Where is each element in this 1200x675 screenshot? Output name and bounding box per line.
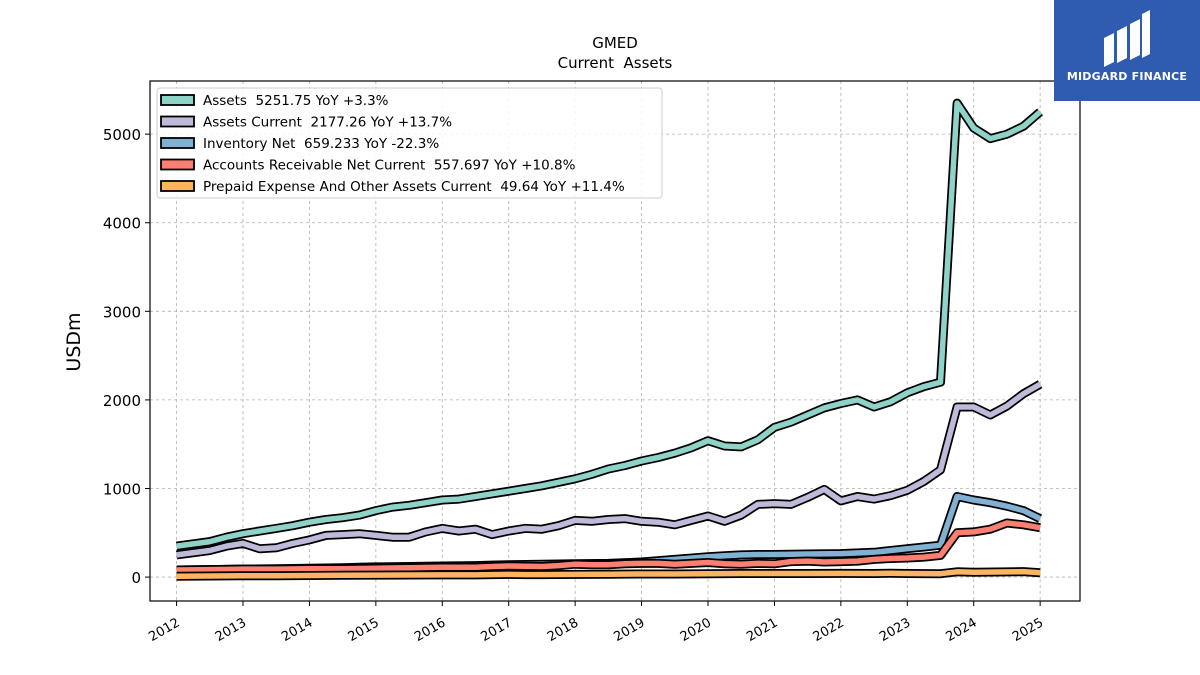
y-tick-label: 2000 bbox=[103, 392, 141, 410]
x-tick-label: 2012 bbox=[146, 615, 182, 645]
x-tick-label: 2025 bbox=[1010, 615, 1046, 645]
legend-swatch-1 bbox=[160, 115, 195, 128]
x-tick-label: 2020 bbox=[678, 615, 714, 645]
x-tick-label: 2013 bbox=[213, 615, 249, 645]
legend-entry-0: Assets 5251.75 YoY +3.3% bbox=[203, 93, 389, 109]
x-tick-label: 2017 bbox=[479, 615, 515, 645]
x-tick-label: 2015 bbox=[346, 615, 382, 645]
chart-subtitle: Current Assets bbox=[558, 54, 673, 72]
y-tick-label: 4000 bbox=[103, 215, 141, 233]
legend-entry-1: Assets Current 2177.26 YoY +13.7% bbox=[203, 115, 452, 131]
x-tick-label: 2014 bbox=[279, 615, 315, 645]
legend: Assets 5251.75 YoY +3.3% Assets Current 2… bbox=[156, 87, 663, 199]
y-tick-label: 1000 bbox=[103, 480, 141, 498]
x-tick-label: 2021 bbox=[744, 615, 780, 645]
x-tick-label: 2016 bbox=[412, 615, 448, 645]
logo-mark-icon bbox=[1104, 10, 1150, 67]
series-lines bbox=[175, 98, 1044, 581]
y-tick-label: 5000 bbox=[103, 126, 141, 144]
legend-entry-4: Prepaid Expense And Other Assets Current… bbox=[203, 179, 625, 195]
series-line-4 bbox=[176, 568, 1041, 579]
chart-title: GMED bbox=[592, 34, 638, 52]
y-axis-label: USDm bbox=[63, 312, 85, 371]
x-tick-label: 2022 bbox=[811, 615, 847, 645]
legend-swatch-0 bbox=[160, 94, 195, 106]
legend-swatch-3 bbox=[160, 158, 195, 171]
x-tick-label: 2023 bbox=[877, 615, 913, 645]
series-line-3 bbox=[176, 520, 1041, 573]
series-line-0 bbox=[176, 100, 1042, 549]
plot-frame bbox=[149, 80, 1081, 602]
legend-box bbox=[156, 87, 663, 199]
x-tick-label: 2018 bbox=[545, 615, 581, 645]
legend-entry-2: Inventory Net 659.233 YoY -22.3% bbox=[203, 136, 439, 152]
series-line-1 bbox=[176, 381, 1042, 558]
x-tick-label: 2019 bbox=[611, 615, 647, 645]
logo-text: MIDGARD FINANCE bbox=[1066, 70, 1188, 83]
x-tick-label: 2024 bbox=[944, 615, 980, 645]
legend-swatch-2 bbox=[160, 137, 195, 149]
brand-logo: MIDGARD FINANCE bbox=[1054, 0, 1200, 101]
legend-entry-3: Accounts Receivable Net Current 557.697 … bbox=[203, 158, 576, 174]
y-tick-label: 3000 bbox=[103, 303, 141, 321]
y-tick-label: 0 bbox=[131, 569, 141, 587]
legend-swatch-4 bbox=[160, 180, 195, 192]
